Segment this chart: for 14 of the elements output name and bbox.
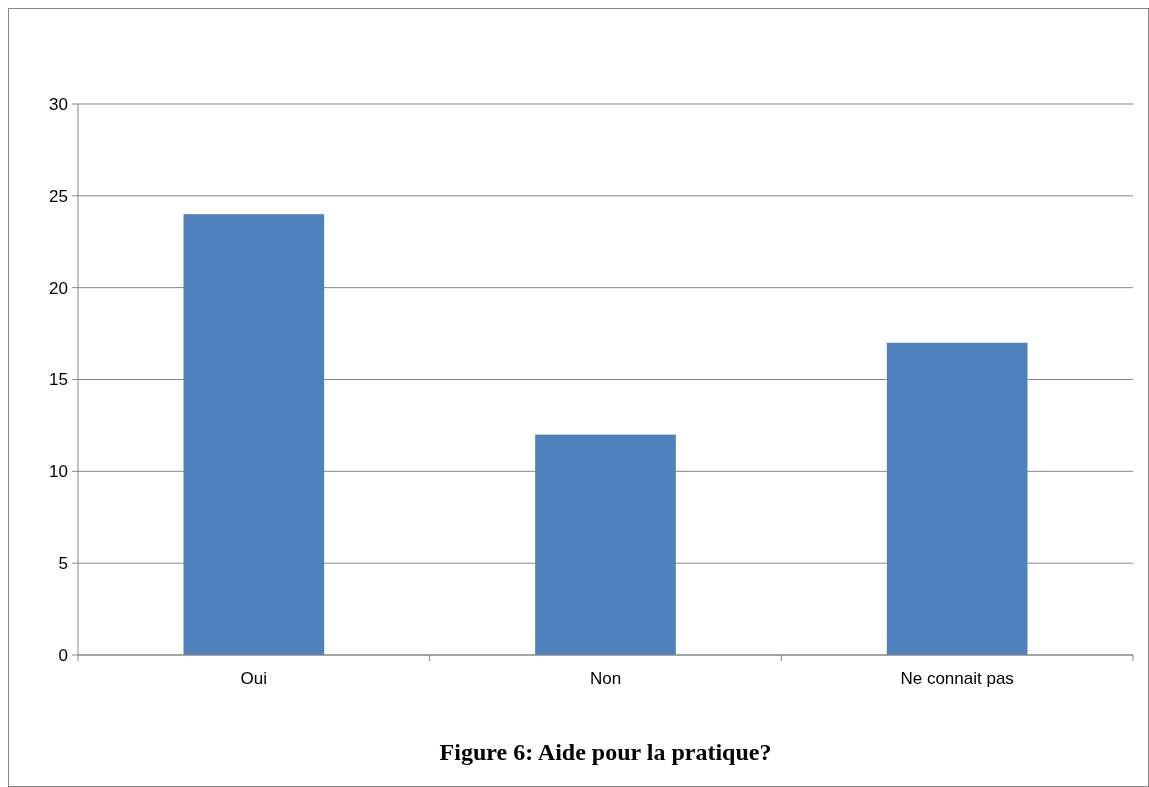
bar	[886, 342, 1028, 655]
y-tick-label: 5	[58, 554, 68, 574]
x-tick-label: Ne connait pas	[900, 669, 1014, 688]
x-tick-label: Oui	[240, 669, 268, 688]
y-tick-label: 30	[49, 94, 68, 114]
y-tick-label: 20	[49, 278, 68, 298]
text: Figure 6: Aide pour la pratique?	[439, 739, 772, 765]
bar	[535, 434, 676, 655]
y-tick-label: 10	[49, 462, 68, 482]
y-tick-label: 15	[49, 370, 68, 390]
y-tick-label: 0	[58, 645, 68, 665]
bar	[183, 214, 325, 655]
y-tick-label: 25	[49, 186, 68, 206]
x-tick-label: Non	[589, 669, 622, 688]
